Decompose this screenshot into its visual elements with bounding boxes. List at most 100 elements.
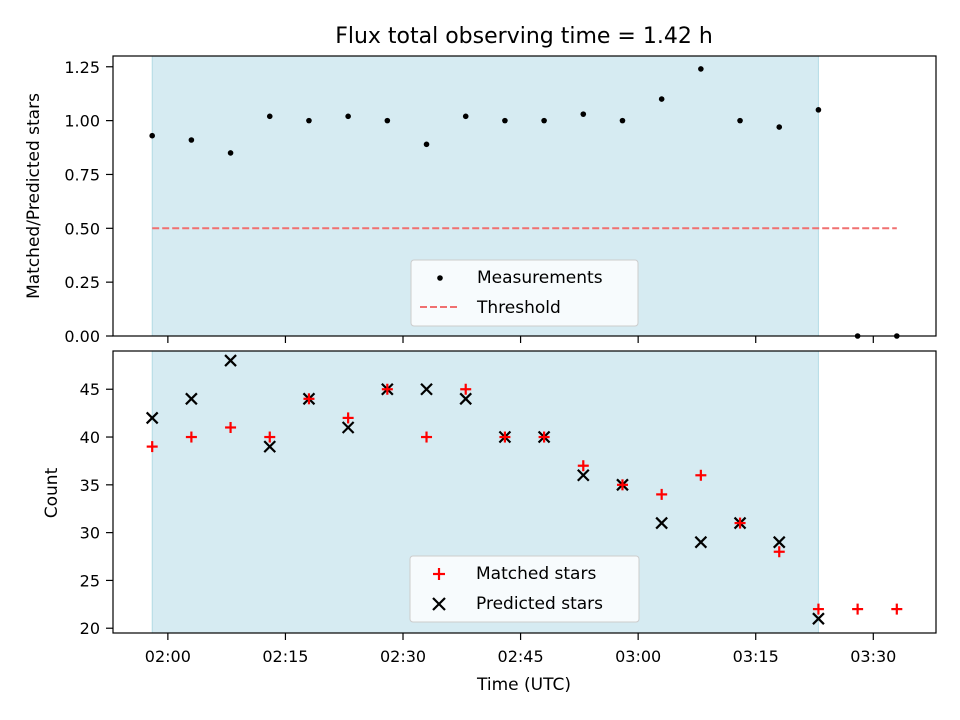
bottom-ytick-label: 30 xyxy=(80,524,100,543)
predicted-star-stroke xyxy=(341,421,355,434)
matched-star-point xyxy=(499,431,511,443)
predicted-star-point xyxy=(655,516,668,530)
measurement-point xyxy=(541,117,547,124)
matched-star-point xyxy=(538,431,550,443)
top-y-axis-label: Matched/Predicted stars xyxy=(24,93,44,299)
top-ytick-label: 0.25 xyxy=(64,273,100,292)
matched-star-point xyxy=(185,431,197,443)
matched-star-point xyxy=(342,412,354,424)
top-ytick-label: 0.75 xyxy=(64,165,100,184)
matched-star-point xyxy=(225,421,237,433)
predicted-star-point xyxy=(420,382,433,396)
bottom-y-axis: 20 25 30 35 40 45 xyxy=(80,380,113,638)
predicted-star-stroke xyxy=(185,392,198,406)
bottom-xtick-label: 02:45 xyxy=(498,647,544,666)
matched-star-point xyxy=(421,431,433,443)
matched-star-point xyxy=(303,393,315,405)
chart-title: Flux total observing time = 1.42 h xyxy=(335,24,713,49)
matched-star-point xyxy=(734,517,746,529)
bottom-legend-box xyxy=(409,555,640,623)
bottom-xtick-label: 03:15 xyxy=(733,647,779,666)
top-data-marks xyxy=(149,66,900,339)
measurement-point xyxy=(423,141,430,148)
matched-star-point xyxy=(773,546,785,558)
predicted-star-stroke xyxy=(145,411,159,425)
predicted-star-point xyxy=(341,421,355,434)
matched-star-point xyxy=(852,603,864,615)
bottom-axes-frame xyxy=(112,350,937,634)
legend-matched-marker xyxy=(433,568,445,580)
bottom-ytick-label: 45 xyxy=(80,380,100,399)
predicted-star-point xyxy=(145,411,159,425)
predicted-star-stroke xyxy=(694,535,708,549)
legend-predicted-marker xyxy=(432,597,446,611)
matched-star-point xyxy=(616,479,628,491)
bottom-ytick-label: 25 xyxy=(80,571,100,590)
matched-star-point xyxy=(812,603,824,615)
measurement-point xyxy=(502,117,508,124)
matched-star-point xyxy=(460,383,472,395)
bottom-ytick-label: 35 xyxy=(80,476,100,495)
bottom-ytick-label: 20 xyxy=(80,619,100,638)
measurement-point xyxy=(776,124,783,130)
predicted-star-stroke xyxy=(812,612,825,625)
matched-star-point xyxy=(695,469,707,481)
measurement-point xyxy=(658,96,665,102)
bottom-ytick-label: 40 xyxy=(80,428,100,447)
predicted-star-point xyxy=(812,612,825,625)
predicted-star-stroke xyxy=(420,382,433,396)
legend-predicted-label: Predicted stars xyxy=(476,594,603,614)
matched-star-point xyxy=(577,460,589,472)
matched-star-point xyxy=(381,383,393,395)
top-panel: 0.00 0.25 0.50 0.75 1.00 1.25 Matched/Predict… xyxy=(24,55,937,346)
bottom-xtick-label: 02:00 xyxy=(145,647,191,666)
top-axes-frame xyxy=(112,55,937,337)
top-ytick-label: 0.00 xyxy=(64,327,100,346)
measurement-point xyxy=(580,111,587,117)
measurement-point xyxy=(384,117,391,124)
predicted-star-point xyxy=(263,440,277,453)
predicted-star-stroke xyxy=(263,440,277,453)
legend-measurements-marker xyxy=(437,275,443,281)
top-legend-box xyxy=(410,259,639,327)
measurement-point xyxy=(619,117,626,124)
top-ytick-label: 1.00 xyxy=(64,112,100,131)
matched-star-point xyxy=(656,488,668,500)
measurement-point xyxy=(306,117,312,124)
measurement-point xyxy=(698,66,704,72)
matched-star-point xyxy=(891,603,903,615)
top-y-axis: 0.00 0.25 0.50 0.75 1.00 1.25 xyxy=(64,58,113,346)
matched-star-point xyxy=(264,431,276,443)
measurement-point xyxy=(188,137,195,143)
bottom-xtick-label: 02:15 xyxy=(262,647,308,666)
bottom-x-axis: 02:00 02:15 02:30 02:45 03:00 03:15 03:30 xyxy=(145,633,896,666)
top-legend: Measurements Threshold xyxy=(410,259,639,327)
predicted-star-point xyxy=(577,468,590,482)
bottom-data-marks xyxy=(145,354,903,625)
measurement-point xyxy=(227,150,234,156)
measurement-point xyxy=(149,132,155,139)
x-axis-label: Time (UTC) xyxy=(476,675,571,695)
predicted-star-point xyxy=(694,535,708,549)
predicted-star-stroke xyxy=(577,468,590,482)
legend-threshold-label: Threshold xyxy=(476,298,561,318)
measurement-point xyxy=(345,113,351,120)
top-x-ticks xyxy=(167,336,874,343)
matched-star-point xyxy=(146,441,158,453)
predicted-star-point xyxy=(772,535,786,549)
predicted-star-point xyxy=(224,354,237,367)
top-ytick-label: 1.25 xyxy=(64,58,100,77)
predicted-star-stroke xyxy=(655,516,668,530)
bottom-xtick-label: 02:30 xyxy=(380,647,426,666)
bottom-y-axis-label: Count xyxy=(42,467,62,518)
bottom-panel: 20 25 30 35 40 45 02:00 02:15 02:30 02:45 03:00 03… xyxy=(42,350,937,695)
predicted-star-point xyxy=(185,392,198,406)
bottom-legend: Matched stars Predicted stars xyxy=(409,555,640,623)
predicted-star-point xyxy=(459,392,472,406)
bottom-xtick-label: 03:00 xyxy=(615,647,661,666)
predicted-star-stroke xyxy=(224,354,237,367)
legend-measurements-label: Measurements xyxy=(477,268,603,288)
legend-matched-label: Matched stars xyxy=(476,564,596,584)
top-ytick-label: 0.50 xyxy=(64,219,100,238)
